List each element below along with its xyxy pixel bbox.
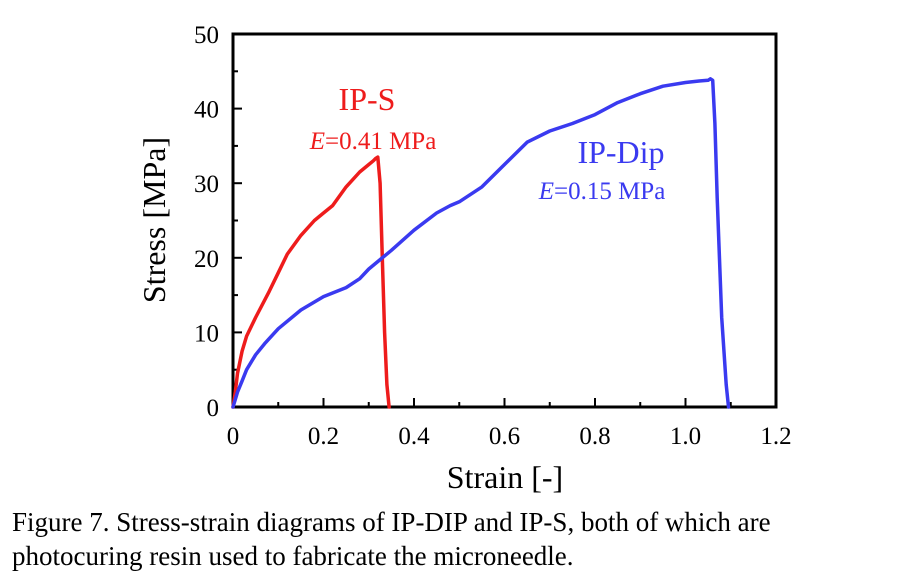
tick-labels: 0 0.2 0.4 0.6 0.8 1.0 1.2 0 10 20 30 40 50 [194,22,792,450]
ip-s-modulus-label: E=0.41 MPa [309,128,437,155]
caption-line-2: photocuring resin used to fabricate the … [12,541,574,571]
x-tick-label: 1.0 [670,423,701,450]
x-tick-label: 0.8 [579,423,610,450]
y-axis-label: Stress [MPa] [136,137,172,303]
ip-dip-series-label: IP-Dip [577,134,664,170]
stress-strain-figure: 0 0.2 0.4 0.6 0.8 1.0 1.2 0 10 20 30 40 50 Strain [-… [136,22,792,495]
y-tick-label: 0 [207,395,220,422]
ip-dip-modulus-value: =0.15 MPa [554,178,665,205]
ip-s-series-label: IP-S [339,81,396,117]
x-axis-label: Strain [-] [447,459,563,495]
data-series [231,77,731,409]
y-tick-label: 30 [194,171,219,198]
ip-s-modulus-value: =0.41 MPa [325,128,436,155]
y-tick-label: 50 [194,22,219,49]
y-tick-label: 10 [194,320,219,347]
y-tick-label: 40 [194,97,219,124]
series-line-ip-dip [231,77,731,409]
ip-s-modulus-symbol: E [309,128,325,155]
ip-dip-modulus-label: E=0.15 MPa [538,178,666,205]
axis-ticks [232,33,777,408]
x-tick-label: 0.2 [308,423,339,450]
ip-dip-modulus-symbol: E [538,178,554,205]
stress-strain-chart: 0 0.2 0.4 0.6 0.8 1.0 1.2 0 10 20 30 40 50 Strain [-… [136,22,792,495]
x-tick-label: 0 [227,423,240,450]
figure-caption: Figure 7. Stress-strain diagrams of IP-D… [12,505,917,573]
caption-line-1: Figure 7. Stress-strain diagrams of IP-D… [12,507,771,537]
x-tick-label: 0.4 [398,423,430,450]
y-tick-label: 20 [194,246,219,273]
x-tick-label: 0.6 [489,423,520,450]
series-line-ip-s [231,155,391,409]
x-tick-label: 1.2 [760,423,791,450]
